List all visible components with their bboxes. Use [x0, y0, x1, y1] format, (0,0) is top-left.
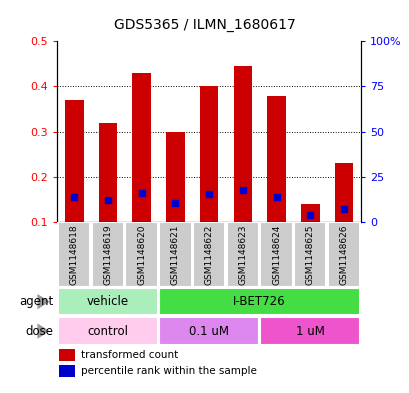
Bar [58, 365, 74, 376]
Bar [132, 73, 151, 222]
Bar [92, 222, 124, 287]
Point [239, 187, 245, 193]
Text: transformed count: transformed count [81, 350, 178, 360]
Text: GSM1148625: GSM1148625 [305, 224, 314, 285]
Bar [334, 163, 353, 222]
Text: GDS5365 / ILMN_1680617: GDS5365 / ILMN_1680617 [114, 18, 295, 32]
Bar [260, 317, 359, 345]
Bar [58, 288, 157, 316]
Bar [166, 132, 184, 222]
Text: vehicle: vehicle [87, 295, 129, 308]
Text: dose: dose [25, 325, 53, 338]
Text: I-BET726: I-BET726 [233, 295, 285, 308]
Text: GSM1148618: GSM1148618 [70, 224, 79, 285]
Bar [58, 222, 90, 287]
Text: agent: agent [19, 295, 53, 308]
Text: GSM1148624: GSM1148624 [271, 224, 280, 285]
Point [71, 194, 77, 200]
Bar [327, 222, 359, 287]
Text: 1 uM: 1 uM [295, 325, 324, 338]
Point [306, 212, 313, 219]
Text: GSM1148621: GSM1148621 [171, 224, 180, 285]
Bar [125, 222, 157, 287]
Bar [58, 317, 157, 345]
Bar [226, 222, 258, 287]
Bar [58, 349, 74, 361]
Text: percentile rank within the sample: percentile rank within the sample [81, 365, 256, 376]
Bar [199, 86, 218, 222]
Point [205, 191, 212, 197]
Point [138, 189, 145, 196]
Text: GSM1148622: GSM1148622 [204, 224, 213, 285]
Bar [300, 204, 319, 222]
Point [104, 197, 111, 204]
Text: 0.1 uM: 0.1 uM [189, 325, 229, 338]
Bar [193, 222, 225, 287]
Point [340, 206, 346, 213]
Text: control: control [87, 325, 128, 338]
Bar [293, 222, 326, 287]
Point [272, 194, 279, 200]
Text: GSM1148626: GSM1148626 [339, 224, 348, 285]
Point [172, 200, 178, 206]
Bar [233, 66, 252, 222]
Bar [267, 96, 285, 222]
Bar [65, 100, 83, 222]
Bar [159, 317, 258, 345]
Bar [260, 222, 292, 287]
Bar [99, 123, 117, 222]
Bar [159, 222, 191, 287]
Text: GSM1148619: GSM1148619 [103, 224, 112, 285]
Text: GSM1148623: GSM1148623 [238, 224, 247, 285]
Bar [159, 288, 359, 316]
Polygon shape [37, 323, 49, 339]
Text: GSM1148620: GSM1148620 [137, 224, 146, 285]
Polygon shape [37, 294, 49, 309]
